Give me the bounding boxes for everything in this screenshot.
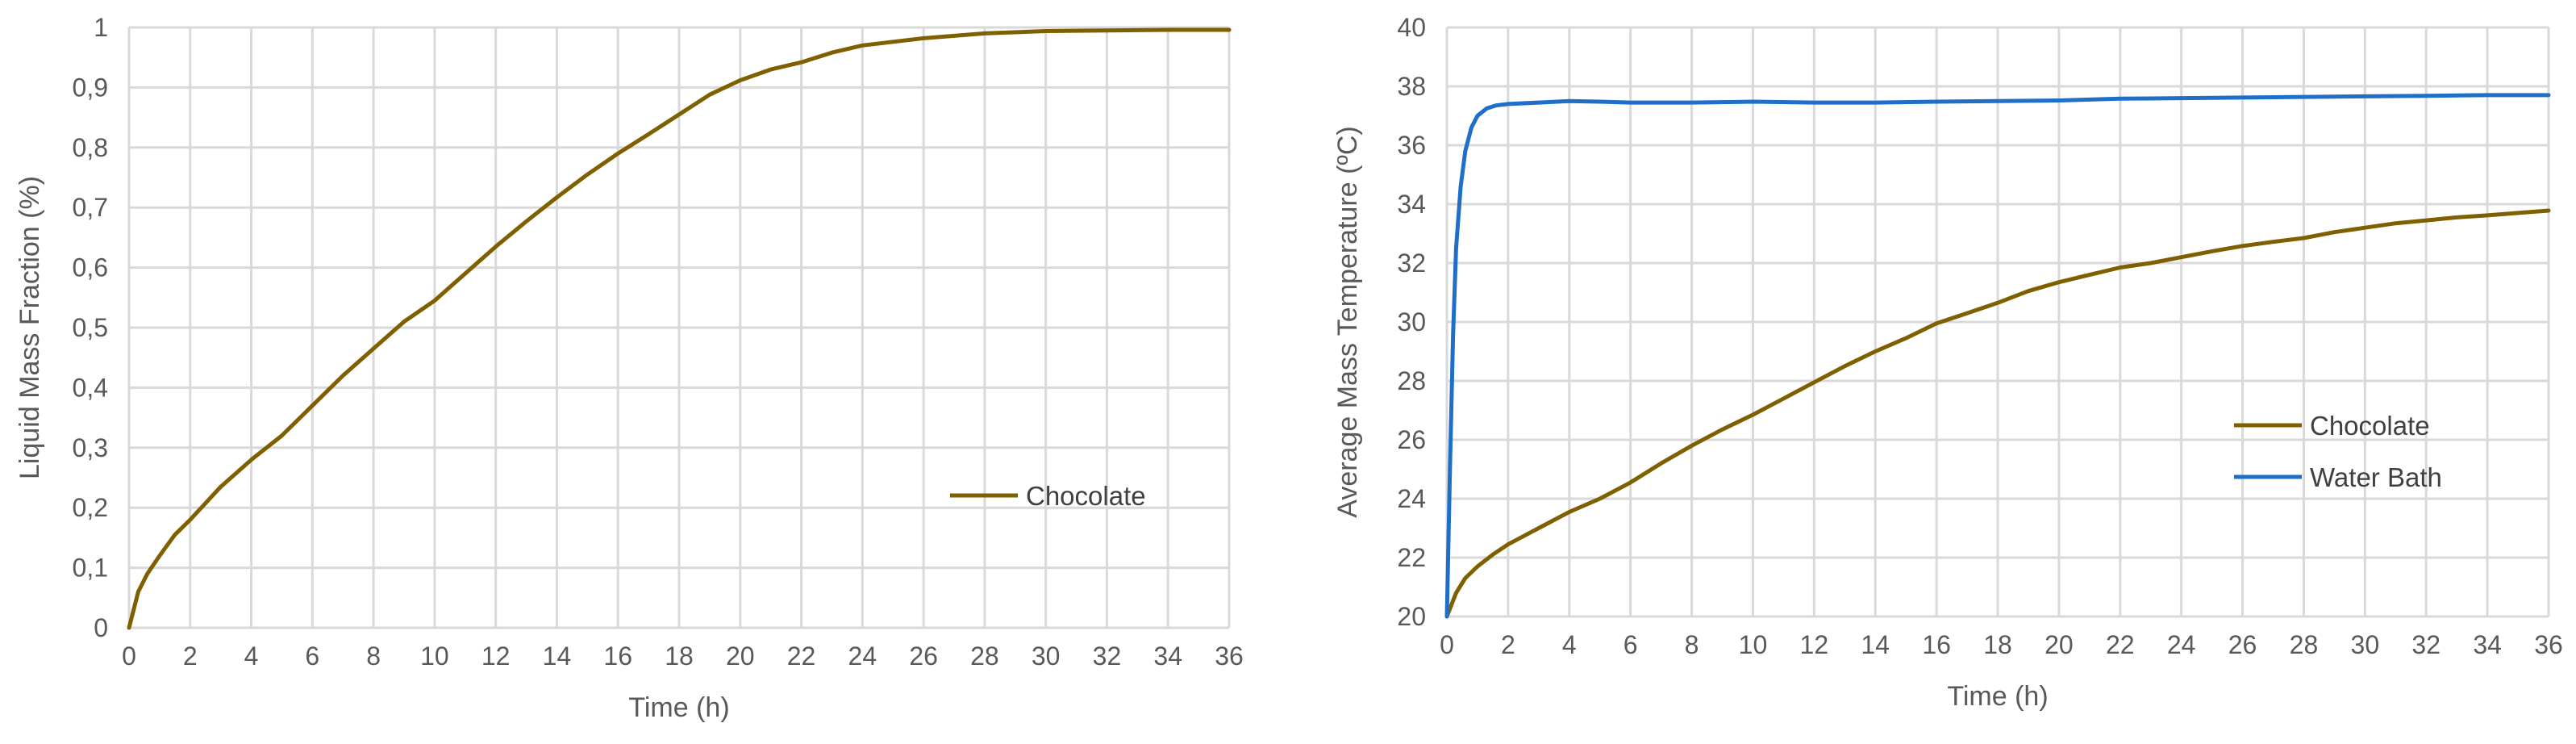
- x-tick-label: 26: [909, 642, 938, 671]
- x-tick-label: 32: [2411, 630, 2441, 659]
- legend-label-water-bath: Water Bath: [2310, 462, 2442, 492]
- x-tick-label: 10: [420, 642, 449, 671]
- x-tick-label: 30: [2351, 630, 2380, 659]
- y-tick-label: 1: [94, 13, 108, 42]
- series-line-water-bath: [1444, 93, 2551, 619]
- y-tick-label: 0,2: [73, 493, 108, 522]
- y-tick-label: 0,6: [73, 253, 108, 282]
- x-tick-label: 0: [122, 642, 136, 671]
- series-line-chocolate: [1444, 208, 2551, 619]
- y-tick-label: 0,9: [73, 73, 108, 102]
- y-tick-label: 34: [1397, 190, 1426, 219]
- x-tick-label: 10: [1739, 630, 1768, 659]
- y-tick-label: 38: [1397, 72, 1426, 101]
- x-tick-label: 22: [2106, 630, 2135, 659]
- x-tick-label: 2: [183, 642, 198, 671]
- y-tick-label: 36: [1397, 131, 1426, 160]
- x-tick-label: 34: [1153, 642, 1182, 671]
- liquid-mass-fraction-chart: 0 2 4 6 8 10 12 14 16 18 20 22 24 26 28 30 32 34 3600,10,2…: [15, 13, 1244, 723]
- y-tick-label: 0,5: [73, 313, 108, 342]
- x-tick-label: 4: [1562, 630, 1577, 659]
- x-tick-label: 12: [481, 642, 511, 671]
- series-line-chocolate: [127, 27, 1232, 630]
- x-tick-label: 22: [787, 642, 816, 671]
- y-tick-label: 20: [1397, 602, 1426, 631]
- y-tick-label: 40: [1397, 13, 1426, 42]
- y-axis-title: Liquid Mass Fraction (%): [15, 176, 45, 479]
- x-tick-label: 28: [2290, 630, 2319, 659]
- x-tick-label: 28: [970, 642, 999, 671]
- y-tick-label: 0,4: [73, 373, 108, 402]
- x-tick-label: 20: [726, 642, 755, 671]
- x-tick-label: 24: [2167, 630, 2196, 659]
- x-tick-label: 6: [305, 642, 319, 671]
- x-tick-label: 36: [1215, 642, 1244, 671]
- y-tick-label: 22: [1397, 543, 1426, 572]
- x-tick-label: 20: [2045, 630, 2074, 659]
- x-tick-label: 4: [244, 642, 259, 671]
- y-tick-label: 0,3: [73, 433, 108, 462]
- y-tick-label: 28: [1397, 366, 1426, 395]
- y-tick-label: 0: [94, 613, 108, 642]
- x-tick-label: 32: [1093, 642, 1122, 671]
- x-tick-label: 14: [543, 642, 572, 671]
- y-tick-label: 24: [1397, 484, 1426, 513]
- y-tick-label: 0,1: [73, 554, 108, 583]
- x-tick-label: 16: [603, 642, 632, 671]
- x-tick-label: 16: [1922, 630, 1951, 659]
- y-tick-label: 0,7: [73, 193, 108, 222]
- average-mass-temperature-chart: 0 2 4 6 8 10 12 14 16 18 20 22 24 26 28 30 32 34 362022242…: [1332, 13, 2563, 712]
- y-tick-label: 0,8: [73, 133, 108, 162]
- y-tick-label: 26: [1397, 425, 1426, 454]
- x-tick-label: 8: [366, 642, 381, 671]
- x-tick-label: 36: [2534, 630, 2563, 659]
- x-tick-label: 18: [1983, 630, 2012, 659]
- x-tick-label: 12: [1800, 630, 1829, 659]
- x-tick-label: 14: [1861, 630, 1890, 659]
- x-tick-label: 2: [1501, 630, 1515, 659]
- x-tick-label: 24: [848, 642, 877, 671]
- y-axis-title: Average Mass Temperature (ºC): [1332, 126, 1363, 517]
- y-tick-label: 30: [1397, 307, 1426, 336]
- x-tick-label: 18: [665, 642, 694, 671]
- x-axis-title: Time (h): [1947, 681, 2048, 712]
- y-tick-label: 32: [1397, 249, 1426, 278]
- x-tick-label: 8: [1685, 630, 1699, 659]
- x-tick-label: 30: [1032, 642, 1061, 671]
- x-tick-label: 34: [2473, 630, 2502, 659]
- legend-label-chocolate: Chocolate: [1026, 481, 1146, 511]
- x-tick-label: 26: [2228, 630, 2257, 659]
- legend-label-chocolate: Chocolate: [2310, 411, 2430, 441]
- x-tick-label: 0: [1440, 630, 1454, 659]
- x-axis-title: Time (h): [628, 692, 729, 723]
- x-tick-label: 6: [1624, 630, 1638, 659]
